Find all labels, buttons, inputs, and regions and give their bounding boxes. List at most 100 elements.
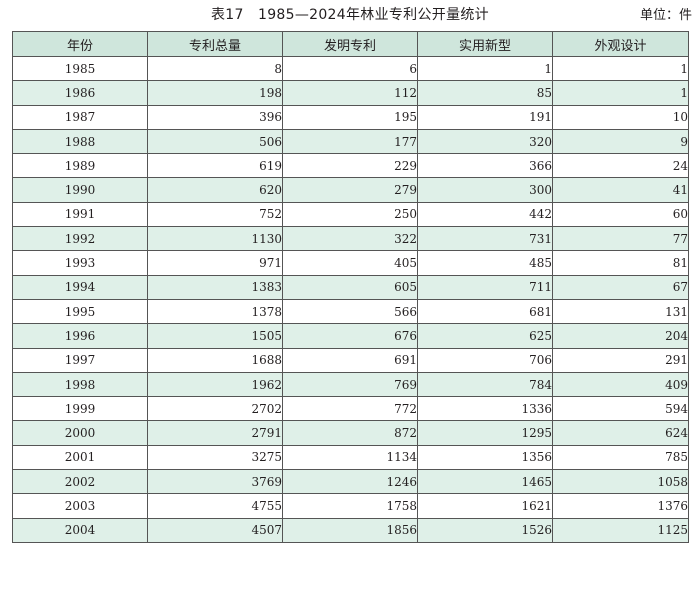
cell-invention: 112 [282,80,418,106]
cell-invention: 279 [282,177,418,203]
cell-design: 131 [552,298,689,325]
cell-year: 1996 [12,323,148,349]
table-row: 1990 620 279 300 41 [12,177,689,203]
cell-design: 594 [552,396,689,422]
table-row: 2001 3275 1134 1356 785 [12,444,689,471]
cell-design: 67 [552,274,689,300]
cell-design: 204 [552,323,689,349]
cell-invention: 691 [282,347,418,373]
cell-year: 1999 [12,396,148,422]
cell-design: 77 [552,226,689,252]
header-year: 年份 [12,31,148,57]
cell-invention: 566 [282,298,418,325]
table-row: 1993 971 405 485 81 [12,250,689,276]
cell-invention: 772 [282,396,418,422]
cell-design: 1 [552,55,689,82]
table-row: 1985 8 6 1 1 [12,55,689,82]
cell-utility: 1 [417,55,553,82]
cell-design: 1058 [552,469,689,495]
cell-total: 1505 [147,323,283,349]
table-row: 2002 3769 1246 1465 1058 [12,469,689,495]
cell-invention: 1134 [282,444,418,471]
table-row: 1995 1378 566 681 131 [12,298,689,325]
cell-utility: 485 [417,250,553,276]
table-row: 1992 1130 322 731 77 [12,226,689,252]
cell-year: 2001 [12,444,148,471]
cell-year: 1986 [12,80,148,106]
cell-year: 1985 [12,55,148,82]
patent-table: 年份 专利总量 发明专利 实用新型 外观设计 1985 8 6 1 1 1986 198 11… [12,31,689,543]
cell-year: 1995 [12,298,148,325]
cell-total: 971 [147,250,283,276]
cell-design: 785 [552,444,689,471]
cell-utility: 784 [417,371,553,398]
cell-utility: 85 [417,80,553,106]
cell-design: 291 [552,347,689,373]
cell-design: 41 [552,177,689,203]
cell-total: 2702 [147,396,283,422]
cell-utility: 711 [417,274,553,300]
header-total: 专利总量 [147,31,283,57]
table-row: 1997 1688 691 706 291 [12,347,689,373]
cell-utility: 320 [417,128,553,155]
cell-utility: 1295 [417,420,553,446]
cell-total: 396 [147,104,283,130]
cell-utility: 1526 [417,517,553,543]
cell-utility: 1356 [417,444,553,471]
cell-total: 198 [147,80,283,106]
cell-invention: 195 [282,104,418,130]
table-row: 1986 198 112 85 1 [12,80,689,106]
cell-design: 409 [552,371,689,398]
cell-utility: 191 [417,104,553,130]
cell-design: 24 [552,153,689,179]
table-title: 表17 1985—2024年林业专利公开量统计 [211,7,489,23]
cell-total: 3769 [147,469,283,495]
cell-invention: 229 [282,153,418,179]
cell-total: 1962 [147,371,283,398]
cell-year: 1990 [12,177,148,203]
table-row: 1989 619 229 366 24 [12,153,689,179]
cell-utility: 625 [417,323,553,349]
table-row: 1999 2702 772 1336 594 [12,396,689,422]
cell-year: 2003 [12,493,148,519]
cell-year: 1994 [12,274,148,300]
cell-year: 1989 [12,153,148,179]
table-row: 1987 396 195 191 10 [12,104,689,130]
cell-design: 9 [552,128,689,155]
cell-invention: 6 [282,55,418,82]
table-row: 1996 1505 676 625 204 [12,323,689,349]
cell-total: 2791 [147,420,283,446]
cell-invention: 250 [282,201,418,228]
cell-design: 81 [552,250,689,276]
cell-year: 1997 [12,347,148,373]
cell-utility: 681 [417,298,553,325]
cell-year: 2004 [12,517,148,543]
cell-invention: 405 [282,250,418,276]
cell-utility: 366 [417,153,553,179]
cell-total: 1383 [147,274,283,300]
table-row: 1998 1962 769 784 409 [12,371,689,398]
table-row: 2003 4755 1758 1621 1376 [12,493,689,519]
cell-design: 10 [552,104,689,130]
cell-invention: 676 [282,323,418,349]
cell-utility: 731 [417,226,553,252]
cell-utility: 1336 [417,396,553,422]
cell-invention: 322 [282,226,418,252]
cell-invention: 1246 [282,469,418,495]
cell-total: 1688 [147,347,283,373]
cell-invention: 1758 [282,493,418,519]
cell-total: 620 [147,177,283,203]
header-design: 外观设计 [552,31,689,57]
cell-design: 1376 [552,493,689,519]
cell-design: 60 [552,201,689,228]
table-row: 1991 752 250 442 60 [12,201,689,228]
cell-year: 2000 [12,420,148,446]
cell-utility: 706 [417,347,553,373]
cell-total: 506 [147,128,283,155]
cell-total: 3275 [147,444,283,471]
cell-invention: 769 [282,371,418,398]
table-body: 1985 8 6 1 1 1986 198 112 85 1 1987 396 195 191 10 1988… [12,55,689,543]
table-row: 1988 506 177 320 9 [12,128,689,155]
cell-total: 1378 [147,298,283,325]
cell-utility: 300 [417,177,553,203]
